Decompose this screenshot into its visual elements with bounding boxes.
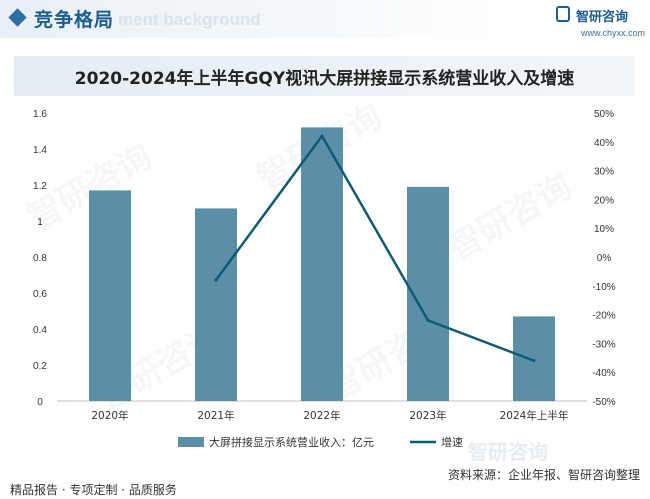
legend-label-revenue: 大屏拼接显示系统营业收入：亿元 [209, 435, 374, 449]
right-tick-label: 40% [594, 138, 614, 149]
growth-point [532, 359, 536, 363]
bar [513, 316, 555, 401]
left-tick-label: 1.6 [33, 109, 47, 120]
right-tick-label: 10% [594, 224, 614, 235]
x-tick-label: 2024年上半年 [500, 409, 569, 422]
left-tick-label: 0.2 [33, 361, 47, 372]
legend-label-growth: 增速 [441, 435, 463, 449]
section-header: 竞争格局 ment background 智研咨询 www.chyxx.com [0, 0, 650, 40]
x-tick-label: 2021年 [197, 409, 234, 422]
right-tick-label: 50% [594, 109, 614, 120]
left-tick-label: 0.8 [33, 253, 47, 264]
brand-logo: 智研咨询 www.chyxx.com [556, 6, 646, 44]
chart: 0 0.2 0.4 0.6 0.8 1 1.2 1.4 1.6 -50% -40% -30% -20% -… [33, 109, 616, 449]
bar [195, 208, 237, 401]
left-tick-label: 0.6 [33, 289, 47, 300]
right-tick-label: -20% [592, 311, 615, 322]
right-tick-label: 30% [594, 167, 614, 178]
x-tick-label: 2022年 [303, 409, 340, 422]
bar [301, 127, 343, 402]
logo-icon [556, 6, 570, 22]
right-tick-label: -10% [592, 282, 615, 293]
section-watermark: ment background [118, 10, 261, 29]
left-tick-label: 1.4 [33, 145, 47, 156]
section-title: 竞争格局 [34, 9, 115, 31]
chart-title-bar: 2020-2024年上半年GQY视讯大屏拼接显示系统营业收入及增速 [14, 56, 635, 96]
x-tick-label: 2023年 [409, 409, 446, 422]
right-tick-label: 0% [597, 253, 612, 264]
logo-url: www.chyxx.com [581, 28, 646, 38]
data-source: 资料来源：企业年报、智研咨询整理 [447, 468, 640, 482]
growth-point [214, 278, 218, 282]
left-tick-label: 1.2 [33, 181, 47, 192]
header-band [0, 0, 500, 38]
bottom-brand-watermark: 智研咨询 [468, 440, 548, 464]
left-tick-label: 0.4 [33, 325, 47, 336]
growth-point [426, 318, 430, 322]
right-tick-label: -30% [592, 339, 615, 350]
left-tick-label: 1 [37, 217, 43, 228]
growth-point [320, 134, 324, 138]
right-tick-label: -40% [592, 368, 615, 379]
footer-tagline: 精品报告 · 专项定制 · 品质服务 [10, 483, 177, 497]
x-tick-label: 2020年 [91, 409, 128, 422]
right-tick-label: 20% [594, 195, 614, 206]
right-tick-label: -50% [592, 397, 615, 408]
growth-line [214, 134, 535, 362]
left-tick-label: 0 [37, 397, 43, 408]
chart-title: 2020-2024年上半年GQY视讯大屏拼接显示系统营业收入及增速 [74, 69, 575, 89]
legend-swatch-bar [178, 437, 204, 447]
bar [89, 190, 131, 401]
logo-text: 智研咨询 [576, 10, 629, 25]
